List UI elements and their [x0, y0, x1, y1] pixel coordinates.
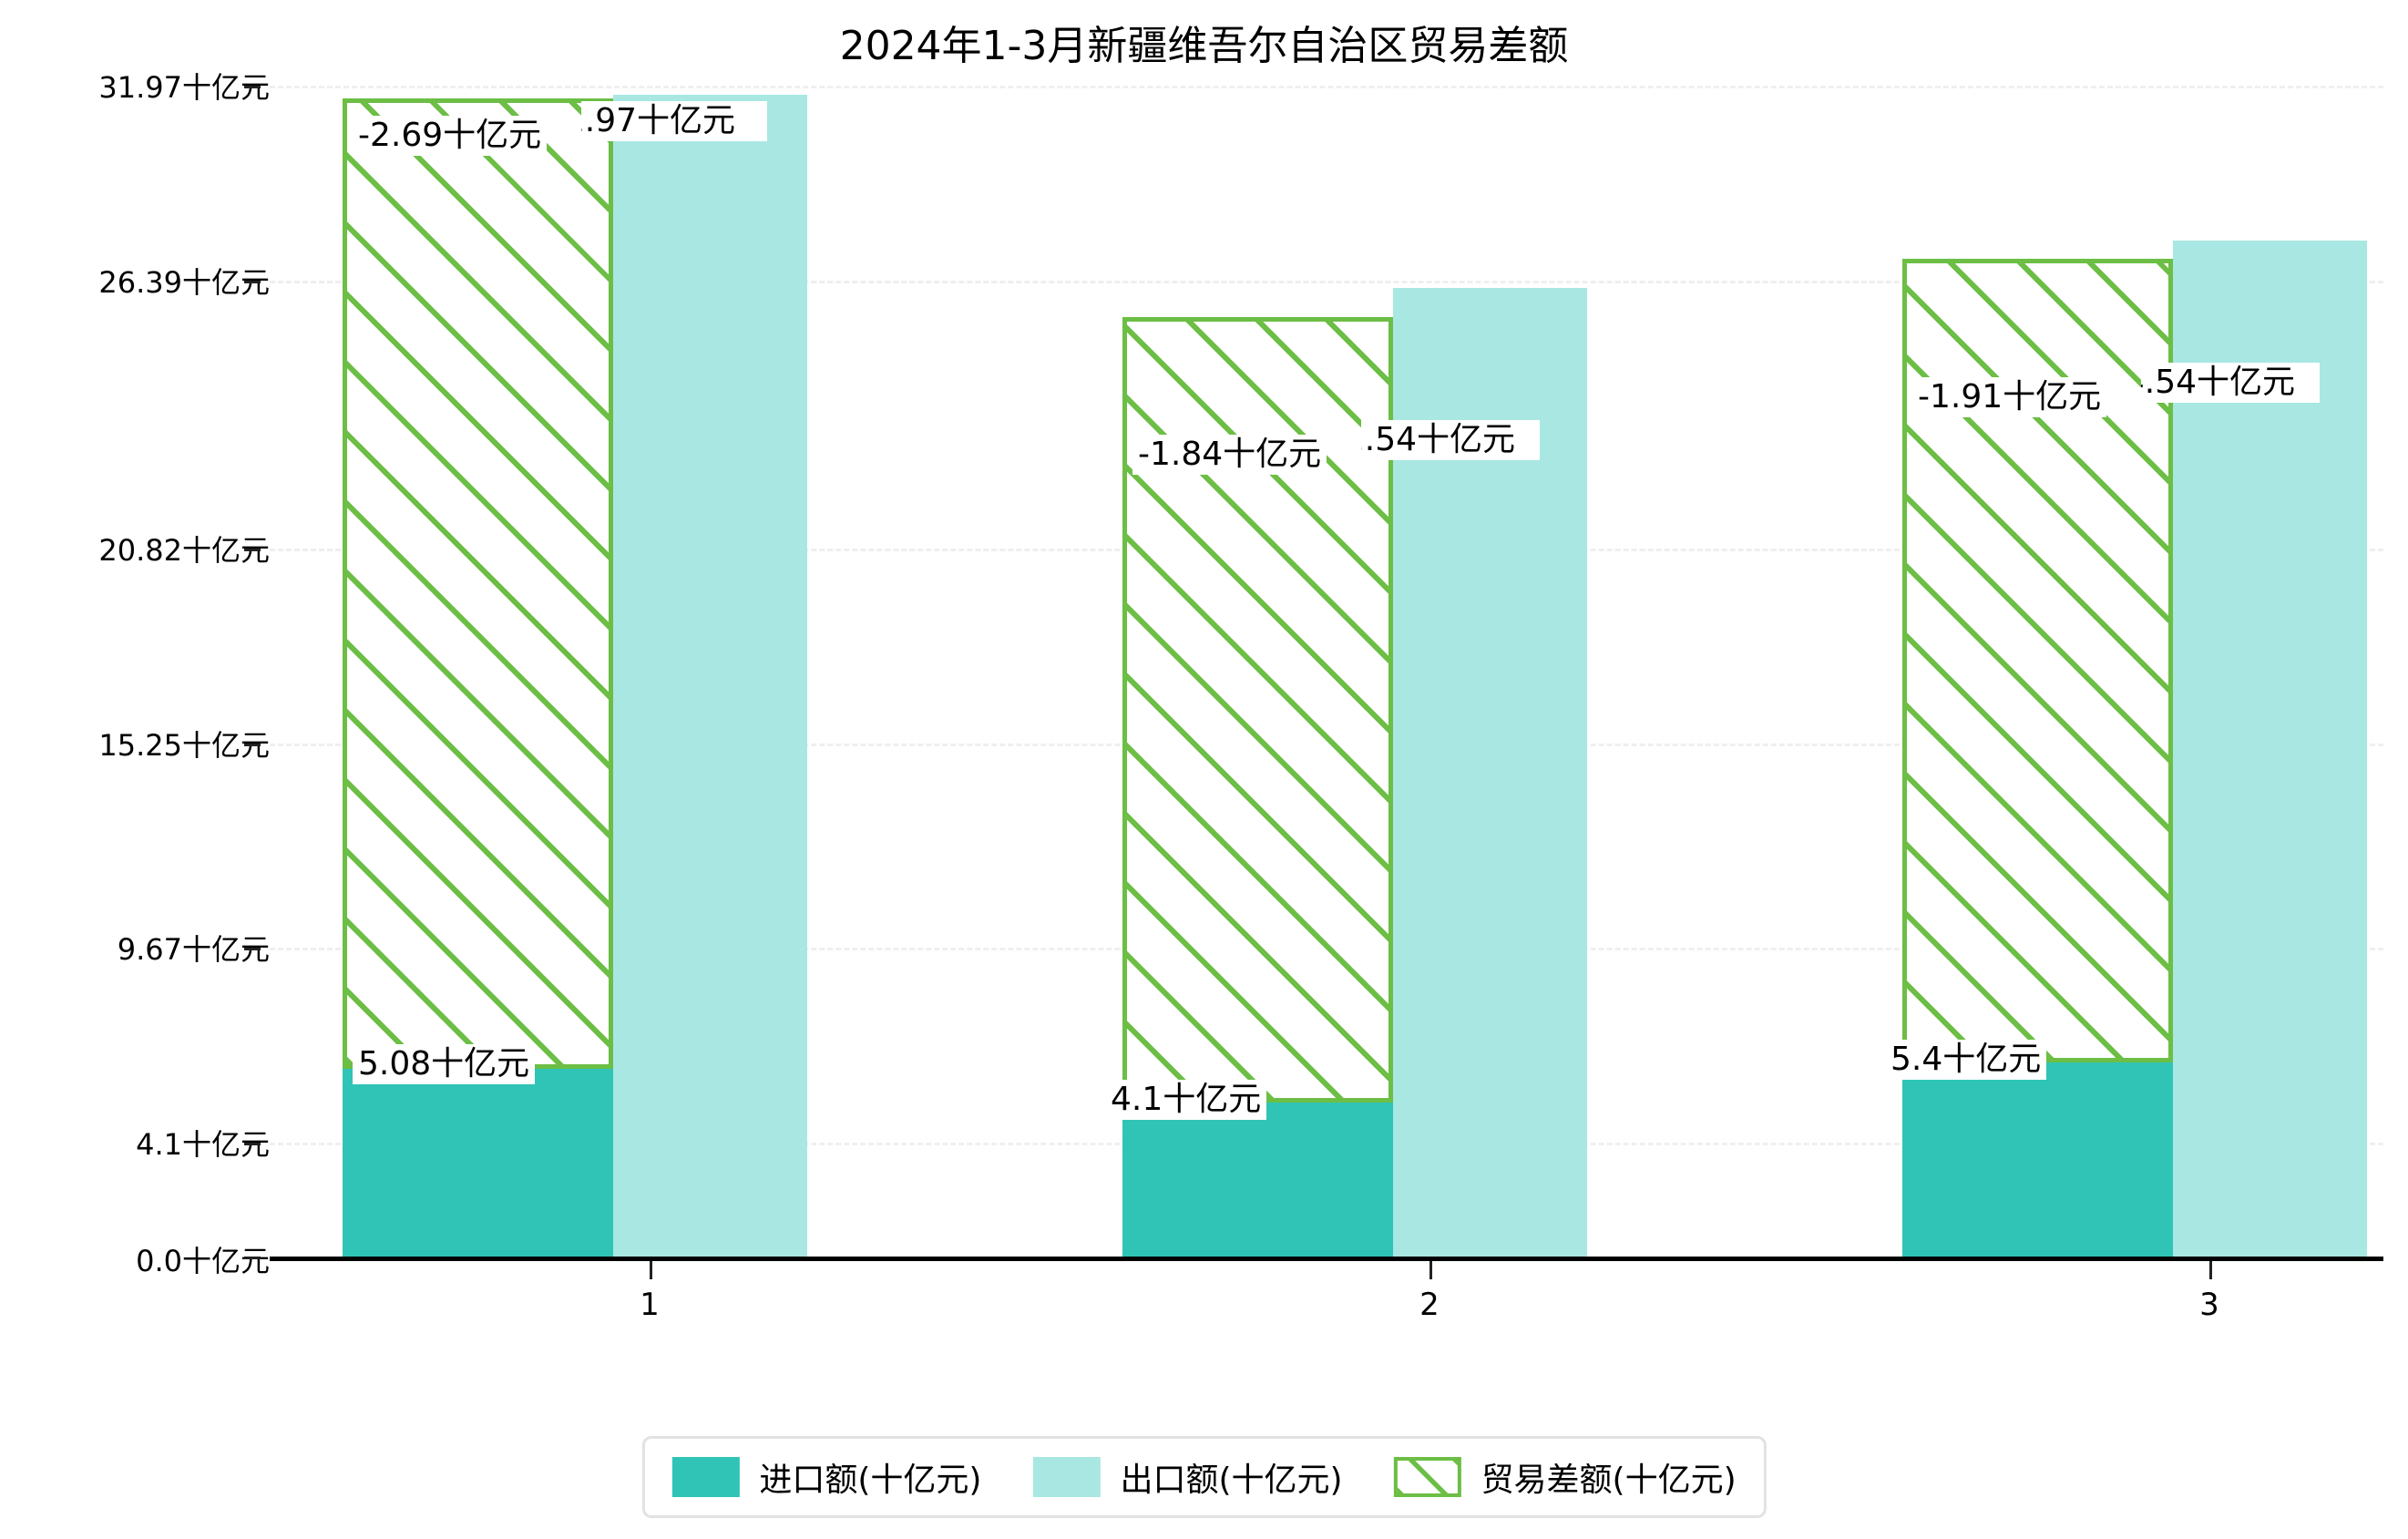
x-tick-label: 1	[640, 1287, 660, 1323]
chart-title: 2024年1-3月新疆维吾尔自治区贸易差额	[839, 23, 1569, 69]
value-label-balance-2: -1.84十亿元	[1132, 435, 1327, 476]
x-tick-mark	[2209, 1261, 2212, 1279]
x-axis-line	[270, 1257, 2383, 1261]
y-tick-mark	[244, 1143, 261, 1145]
x-tick-label: 3	[2199, 1287, 2219, 1323]
value-label-import-2: 4.1十亿元	[1105, 1080, 1267, 1121]
legend-item-balance[interactable]: 贸易差额(十亿元)	[1393, 1453, 1737, 1501]
bar-export-3[interactable]	[2173, 241, 2367, 1259]
gridline	[270, 86, 2383, 88]
legend-item-export[interactable]: 出口额(十亿元)	[1032, 1453, 1343, 1501]
legend-label-import: 进口额(十亿元)	[759, 1462, 982, 1499]
bar-import-2[interactable]	[1122, 1103, 1393, 1259]
y-tick-mark	[244, 549, 261, 551]
bar-import-3[interactable]	[1902, 1062, 2173, 1259]
legend-swatch-balance-icon	[1393, 1457, 1461, 1497]
legend-swatch-export-icon	[1032, 1457, 1101, 1497]
value-label-export-3: 24.54十亿元	[2141, 363, 2320, 404]
legend-label-export: 出口额(十亿元)	[1120, 1462, 1343, 1499]
chart-legend: 进口额(十亿元) 出口额(十亿元) 贸易差额(十亿元)	[641, 1436, 1767, 1518]
x-tick-mark	[1429, 1261, 1432, 1279]
value-label-balance-3: -1.91十亿元	[1912, 377, 2107, 418]
y-tick-mark	[244, 86, 261, 88]
value-label-import-1: 5.08十亿元	[353, 1044, 536, 1085]
value-label-export-1: 31.97十亿元	[581, 101, 767, 142]
y-tick-mark	[244, 1257, 261, 1259]
y-tick-label: 0.0十亿元	[136, 1244, 270, 1278]
y-tick-label: 26.39十亿元	[98, 265, 270, 300]
value-label-balance-1: -2.69十亿元	[353, 116, 548, 157]
y-tick-label: 15.25十亿元	[98, 728, 270, 763]
legend-swatch-import-icon	[671, 1457, 740, 1497]
plot-area	[270, 86, 2383, 1259]
value-label-export-2: 22.54十亿元	[1361, 420, 1540, 461]
gridline	[270, 281, 2383, 283]
x-tick-label: 2	[1419, 1287, 1440, 1323]
legend-item-import[interactable]: 进口额(十亿元)	[671, 1453, 981, 1501]
y-tick-mark	[244, 948, 261, 950]
bar-import-1[interactable]	[343, 1069, 613, 1259]
y-tick-label: 20.82十亿元	[98, 533, 270, 568]
y-tick-mark	[244, 744, 261, 746]
y-tick-mark	[244, 281, 261, 283]
y-tick-label: 31.97十亿元	[98, 70, 270, 105]
legend-label-balance: 贸易差额(十亿元)	[1481, 1462, 1737, 1499]
bar-export-1[interactable]	[613, 95, 807, 1259]
value-label-import-3: 5.4十亿元	[1885, 1040, 2047, 1081]
bar-balance-1[interactable]	[343, 98, 613, 1069]
x-tick-mark	[650, 1261, 652, 1279]
y-axis: 31.97十亿元 26.39十亿元 20.82十亿元 15.25十亿元 9.67…	[0, 0, 270, 1539]
